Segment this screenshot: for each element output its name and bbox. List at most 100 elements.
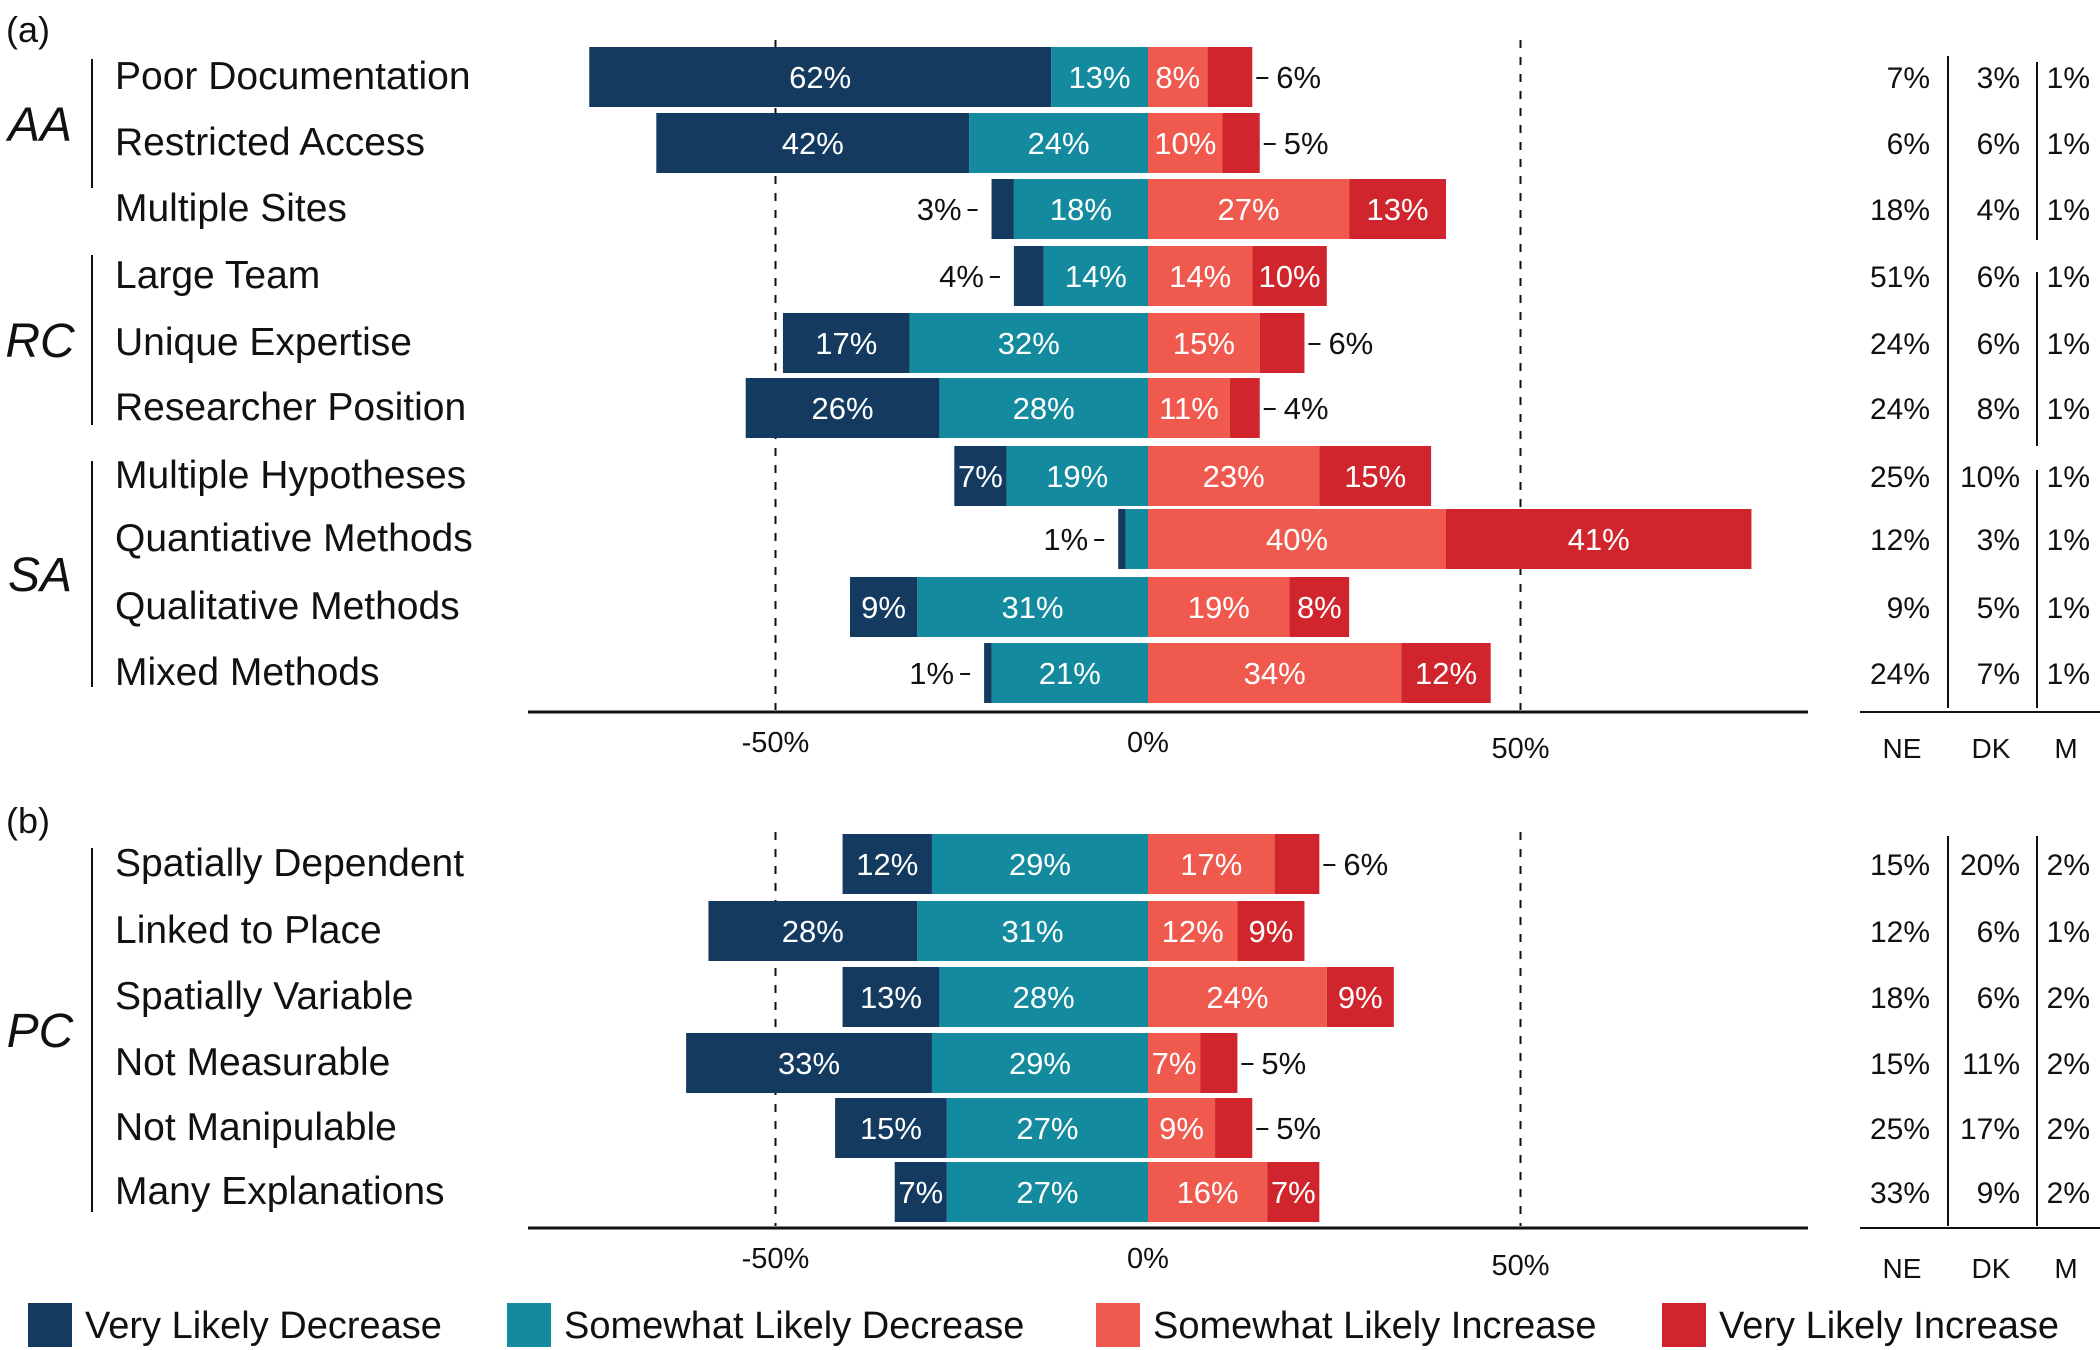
bar-label: 3%	[917, 192, 962, 227]
side-value-ne: 24%	[1870, 658, 1930, 691]
side-value-ne: 7%	[1887, 62, 1930, 95]
bar-label: 12%	[856, 847, 918, 882]
bar-label: 27%	[1016, 1111, 1078, 1146]
bar-segment-somewhat-likely-decrease	[1125, 509, 1148, 569]
bar-label: 15%	[1344, 459, 1406, 494]
bar-segment-somewhat-likely-increase	[1148, 509, 1446, 569]
bar-segment-somewhat-likely-increase	[1148, 378, 1230, 438]
side-value-m: 2%	[2047, 1177, 2090, 1210]
bar-segment-very-likely-increase	[1215, 1098, 1253, 1158]
x-tick-label: -50%	[742, 1243, 810, 1275]
x-tick-label: -50%	[742, 727, 810, 759]
side-header-m: M	[2054, 733, 2077, 764]
bar-segment-very-likely-decrease	[991, 179, 1014, 239]
legend-swatch-very-likely-decrease	[28, 1303, 72, 1347]
bar-label: 15%	[860, 1111, 922, 1146]
bar-segment-very-likely-decrease	[589, 47, 1052, 107]
bar-segment-very-likely-increase	[1446, 509, 1752, 569]
side-value-dk: 3%	[1977, 524, 2020, 557]
bar-label: 19%	[1046, 459, 1108, 494]
category-label: Poor Documentation	[115, 55, 471, 98]
category-label: Quantiative Methods	[115, 517, 473, 560]
bar-label: 11%	[1159, 391, 1219, 426]
side-value-m: 1%	[2047, 658, 2090, 691]
bar-segment-very-likely-increase	[1349, 179, 1446, 239]
bar-label: 15%	[1173, 326, 1235, 361]
bar-segment-very-likely-decrease	[984, 643, 992, 703]
side-value-ne: 6%	[1887, 128, 1930, 161]
side-header-dk: DK	[1972, 1253, 2011, 1284]
bar-label: 40%	[1266, 522, 1328, 557]
bar-label: 17%	[815, 326, 877, 361]
bar-label: 5%	[1261, 1046, 1306, 1081]
bar-segment-very-likely-increase	[1319, 446, 1432, 506]
side-value-ne: 18%	[1870, 982, 1930, 1015]
legend-swatch-somewhat-likely-increase	[1096, 1303, 1140, 1347]
bar-label: 28%	[1013, 980, 1075, 1015]
panel-label: (a)	[6, 9, 50, 50]
category-label: Multiple Hypotheses	[115, 454, 466, 497]
bar-segment-somewhat-likely-decrease	[1013, 179, 1148, 239]
bar-label: 1%	[909, 656, 954, 691]
bar-segment-somewhat-likely-decrease	[917, 577, 1148, 637]
category-label: Spatially Dependent	[115, 842, 464, 885]
category-label: Researcher Position	[115, 386, 466, 429]
side-value-m: 2%	[2047, 1048, 2090, 1081]
x-tick-label: 50%	[1491, 733, 1549, 765]
bar-label: 34%	[1244, 656, 1306, 691]
bar-label: 6%	[1343, 847, 1388, 882]
x-tick-label: 50%	[1491, 1250, 1549, 1282]
bar-label: 10%	[1259, 259, 1321, 294]
bar-segment-somewhat-likely-increase	[1148, 901, 1238, 961]
bar-segment-very-likely-increase	[1229, 378, 1260, 438]
side-value-m: 2%	[2047, 982, 2090, 1015]
side-value-dk: 9%	[1977, 1177, 2020, 1210]
side-value-m: 1%	[2047, 524, 2090, 557]
side-value-dk: 6%	[1977, 328, 2020, 361]
side-value-m: 1%	[2047, 62, 2090, 95]
side-value-ne: 12%	[1870, 916, 1930, 949]
bar-segment-very-likely-increase	[1326, 967, 1394, 1027]
bar-segment-very-likely-increase	[1289, 577, 1350, 637]
side-value-ne: 9%	[1887, 592, 1930, 625]
side-value-m: 1%	[2047, 461, 2090, 494]
legend-swatch-somewhat-likely-decrease	[507, 1303, 551, 1347]
side-value-dk: 6%	[1977, 916, 2020, 949]
category-label: Unique Expertise	[115, 321, 412, 364]
side-value-dk: 11%	[1962, 1048, 2020, 1081]
side-value-ne: 15%	[1870, 849, 1930, 882]
category-label: Qualitative Methods	[115, 585, 460, 628]
bar-label: 42%	[782, 126, 844, 161]
category-label: Large Team	[115, 254, 320, 297]
side-value-dk: 10%	[1960, 461, 2020, 494]
side-value-m: 1%	[2047, 592, 2090, 625]
bar-segment-somewhat-likely-increase	[1148, 834, 1275, 894]
bar-label: 5%	[1276, 1111, 1321, 1146]
bar-label: 1%	[1043, 522, 1088, 557]
category-label: Linked to Place	[115, 909, 382, 952]
bar-segment-somewhat-likely-increase	[1148, 577, 1290, 637]
bar-segment-somewhat-likely-increase	[1148, 47, 1208, 107]
bar-label: 8%	[1155, 60, 1200, 95]
group-label-sa: SA	[8, 549, 72, 602]
bar-segment-somewhat-likely-increase	[1148, 1033, 1201, 1093]
bar-label: 29%	[1009, 847, 1071, 882]
bar-label: 18%	[1050, 192, 1112, 227]
bar-label: 5%	[1284, 126, 1329, 161]
bar-label: 7%	[958, 459, 1003, 494]
bar-segment-somewhat-likely-decrease	[909, 313, 1148, 373]
category-label: Spatially Variable	[115, 975, 413, 1018]
bar-segment-somewhat-likely-decrease	[939, 967, 1148, 1027]
side-value-ne: 12%	[1870, 524, 1930, 557]
side-header-ne: NE	[1883, 1253, 1922, 1284]
side-value-ne: 24%	[1870, 328, 1930, 361]
bar-segment-very-likely-increase	[1237, 901, 1305, 961]
bar-label: 4%	[1284, 391, 1329, 426]
bar-segment-somewhat-likely-increase	[1148, 1098, 1216, 1158]
bar-segment-very-likely-decrease	[686, 1033, 932, 1093]
side-value-m: 1%	[2047, 328, 2090, 361]
bar-label: 33%	[778, 1046, 840, 1081]
bar-label: 29%	[1009, 1046, 1071, 1081]
legend-label-very-likely-decrease: Very Likely Decrease	[85, 1305, 442, 1347]
bar-segment-somewhat-likely-decrease	[931, 1033, 1148, 1093]
